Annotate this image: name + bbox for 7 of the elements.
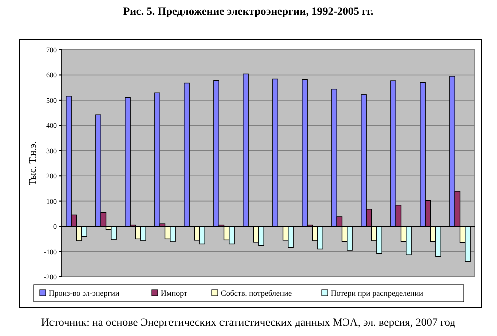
- legend-label: Произ-во эл-энергии: [49, 289, 120, 298]
- y-axis-title: Тыс. Т.н.э.: [28, 141, 39, 186]
- chart-title: Рис. 5. Предложение электроэнергии, 1992-2005 гг.: [123, 6, 374, 18]
- text: Источник: на основе Энергетических статистических данных МЭА, эл. версия, 2007 год: [41, 317, 456, 329]
- legend-label: Потери при распределении: [331, 289, 424, 298]
- legend-label: Импорт: [161, 289, 188, 298]
- legend-label: Собств. потребление: [221, 289, 293, 298]
